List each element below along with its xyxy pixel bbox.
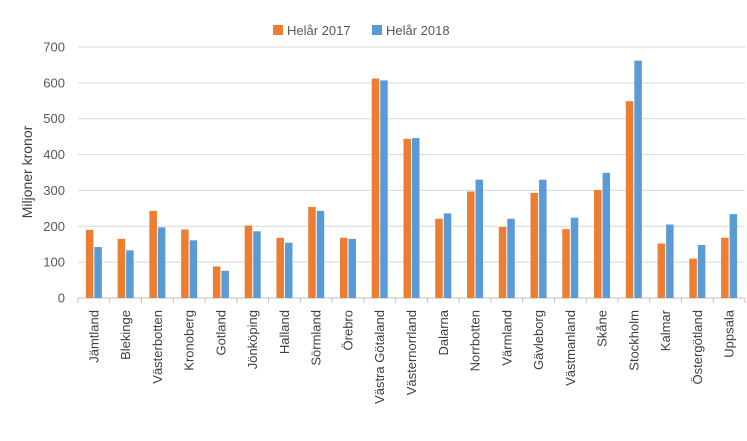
bar-series-1 xyxy=(149,210,157,298)
bar-series-2 xyxy=(316,210,325,298)
bar-series-1 xyxy=(212,266,221,298)
bar-series-1 xyxy=(371,78,380,298)
axes xyxy=(77,297,746,303)
bar-series-1 xyxy=(467,191,475,298)
x-tick-label: Skåne xyxy=(595,310,610,347)
bar-series-1 xyxy=(530,192,539,298)
bar-series-1 xyxy=(244,225,253,298)
bar-series-2 xyxy=(157,227,166,298)
x-tick-label: Halland xyxy=(277,310,292,354)
y-tick-label: 400 xyxy=(43,147,65,162)
bar-series-2 xyxy=(697,244,706,298)
bar-series-2 xyxy=(380,80,388,299)
legend-swatch xyxy=(273,25,283,35)
y-tick-label: 100 xyxy=(43,255,65,270)
bar-series-1 xyxy=(498,227,507,298)
bar-series-2 xyxy=(539,179,547,298)
y-tick-label: 200 xyxy=(43,219,65,234)
bar-series-1 xyxy=(339,237,348,298)
bar-series-2 xyxy=(412,138,420,298)
bar-series-1 xyxy=(181,229,189,298)
bar-series-2 xyxy=(634,60,642,298)
x-tick-label: Kalmar xyxy=(658,309,673,351)
bar-series-2 xyxy=(475,179,484,298)
bar-series-2 xyxy=(570,217,579,298)
y-tick-label: 600 xyxy=(43,75,65,90)
legend-label: Helår 2017 xyxy=(287,23,351,38)
bar-series-2 xyxy=(602,172,611,298)
x-tick-label: Uppsala xyxy=(722,309,737,357)
bar-series-1 xyxy=(435,218,443,298)
y-tick-label: 300 xyxy=(43,183,65,198)
x-tick-label: Blekinge xyxy=(118,310,133,360)
x-tick-label: Västmanland xyxy=(563,310,578,386)
bar-series-2 xyxy=(284,242,293,298)
x-tick-label: Gävleborg xyxy=(531,310,546,370)
bar-series-1 xyxy=(689,258,697,298)
bar-series-1 xyxy=(594,190,602,298)
bar-series-2 xyxy=(253,231,261,298)
x-tick-label: Sörmland xyxy=(309,310,324,366)
x-tick-label: Stockholm xyxy=(626,310,641,371)
bar-series-2 xyxy=(94,247,102,298)
x-tick-label: Jämtland xyxy=(86,310,101,363)
x-tick-label: Västra Götaland xyxy=(372,310,387,404)
x-tick-label: Västernorrland xyxy=(404,310,419,395)
bar-series-2 xyxy=(348,238,356,298)
legend: Helår 2017 Helår 2018 xyxy=(273,23,450,38)
bar-series-2 xyxy=(221,270,229,298)
x-tick-label: Jönköping xyxy=(245,310,260,369)
bar-series-1 xyxy=(625,101,634,298)
bar-series-1 xyxy=(308,206,316,298)
bar-series-2 xyxy=(729,214,738,298)
bar-series-1 xyxy=(721,237,729,298)
legend-label: Helår 2018 xyxy=(386,23,450,38)
bars xyxy=(85,60,738,299)
bar-series-2 xyxy=(443,213,452,298)
legend-swatch xyxy=(372,25,382,35)
x-tick-label: Gotland xyxy=(213,310,228,356)
bar-series-2 xyxy=(507,218,515,298)
y-tick-label: 700 xyxy=(43,40,65,55)
y-tick-label: 0 xyxy=(58,291,65,306)
x-tick-label: Östergötland xyxy=(690,310,705,384)
bar-series-2 xyxy=(126,250,134,298)
y-axis-label: Miljoner kronor xyxy=(19,125,35,218)
x-tick-label: Värmland xyxy=(499,310,514,366)
x-tick-label: Dalarna xyxy=(436,309,451,355)
bar-series-2 xyxy=(666,224,674,298)
axis-labels: 0 100 200 300 400 500 600 700 Jämtland Blekinge Vä… xyxy=(43,40,736,404)
bar-series-2 xyxy=(189,240,198,298)
y-tick-label: 500 xyxy=(43,111,65,126)
x-tick-label: Norrbotten xyxy=(468,310,483,371)
x-tick-label: Västerbotten xyxy=(150,310,165,384)
bar-series-1 xyxy=(117,238,126,298)
bar-series-1 xyxy=(403,138,411,298)
gridlines xyxy=(78,46,745,263)
x-tick-label: Kronoberg xyxy=(182,310,197,371)
bar-series-1 xyxy=(276,237,284,298)
bar-series-1 xyxy=(562,229,570,298)
bar-series-1 xyxy=(657,243,666,298)
x-tick-label: Örebro xyxy=(340,310,355,350)
bar-series-1 xyxy=(85,229,94,298)
